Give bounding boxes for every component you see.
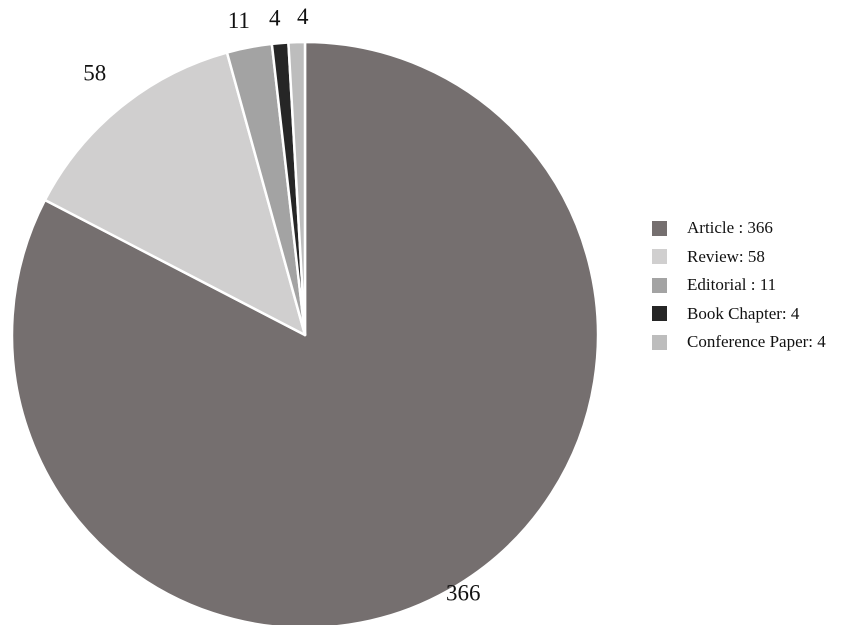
legend-item-conference-paper: Conference Paper: 4 bbox=[652, 328, 826, 357]
legend-label-conference-paper: Conference Paper: 4 bbox=[687, 332, 826, 352]
legend-label-review: Review: 58 bbox=[687, 246, 765, 266]
legend-label-editorial: Editorial : 11 bbox=[687, 275, 777, 295]
pie-slices bbox=[10, 40, 600, 625]
legend-swatch-conference-paper bbox=[652, 334, 667, 350]
pie-data-labels: 366 58 11 4 4 bbox=[83, 4, 480, 606]
data-label-editorial: 11 bbox=[228, 8, 250, 33]
chart-legend: Article : 366 Review: 58 Editorial : 11 Boo… bbox=[652, 214, 826, 357]
legend-item-review: Review: 58 bbox=[652, 243, 826, 272]
legend-item-article: Article : 366 bbox=[652, 214, 826, 243]
legend-label-article: Article : 366 bbox=[687, 218, 773, 238]
legend-item-editorial: Editorial : 11 bbox=[652, 271, 826, 300]
data-label-article: 366 bbox=[446, 581, 481, 606]
legend-swatch-book-chapter bbox=[652, 306, 667, 322]
pie-slice-conference-paper bbox=[287, 40, 307, 337]
legend-swatch-editorial bbox=[652, 277, 667, 293]
legend-swatch-review bbox=[652, 249, 667, 265]
legend-swatch-article bbox=[652, 220, 667, 236]
legend-item-book-chapter: Book Chapter: 4 bbox=[652, 300, 826, 329]
data-label-book-chapter: 4 bbox=[269, 5, 281, 30]
pie-slice-article bbox=[10, 40, 600, 625]
data-label-review: 58 bbox=[83, 61, 106, 86]
legend-label-book-chapter: Book Chapter: 4 bbox=[687, 303, 800, 323]
data-label-conference-paper: 4 bbox=[297, 4, 309, 29]
pie-slice-review bbox=[43, 51, 307, 337]
